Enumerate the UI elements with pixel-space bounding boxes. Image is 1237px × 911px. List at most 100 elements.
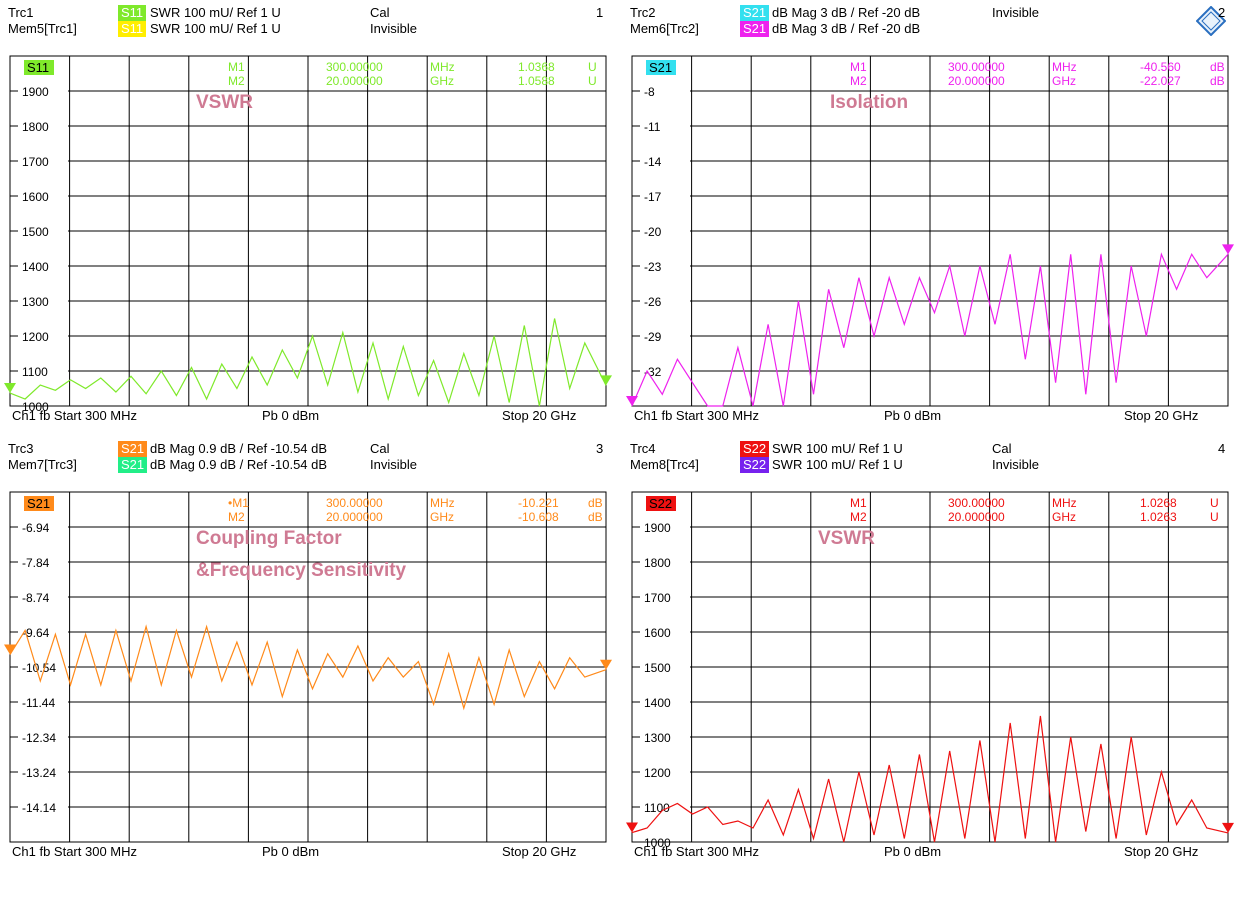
diagram-number: 4: [1218, 441, 1226, 456]
marker-unit: GHz: [430, 510, 454, 524]
ytick-label: -9.64: [22, 626, 50, 640]
marker-freq: 20.000000: [948, 510, 1005, 524]
trace-label: Trc1: [8, 5, 34, 20]
trace-state: Cal: [370, 5, 390, 20]
trace-format: dB Mag 3 dB / Ref -20 dB: [772, 5, 921, 20]
marker-name: M2: [228, 510, 245, 524]
memory-header[interactable]: Mem8[Trc4] S22 SWR 100 mU/ Ref 1 U Invisibl…: [630, 457, 1230, 473]
rohde-schwarz-logo: [1195, 5, 1227, 37]
memory-header[interactable]: Mem5[Trc1] S11 SWR 100 mU/ Ref 1 U Invisibl…: [8, 21, 608, 37]
marker-freq: 300.00000: [326, 496, 383, 510]
ytick-label: -11: [644, 120, 661, 134]
active-trace-badge[interactable]: [646, 60, 676, 75]
trace-state: Invisible: [992, 5, 1039, 20]
trace-header[interactable]: Trc4 S22 SWR 100 mU/ Ref 1 U Cal 4: [630, 441, 1230, 457]
marker-vunit: dB: [588, 510, 603, 524]
memory-param-badge: S21: [740, 21, 770, 37]
trace-state: Cal: [992, 441, 1012, 456]
footer-start: Ch1 fb Start 300 MHz: [634, 408, 759, 423]
trace-line[interactable]: [631, 715, 1229, 843]
memory-param-badge: S22: [740, 457, 770, 473]
annotation-text: Isolation: [830, 92, 908, 113]
marker-triangle-m2[interactable]: [1222, 822, 1234, 833]
marker-unit: MHz: [1052, 60, 1077, 74]
trace-line[interactable]: [9, 318, 607, 407]
ytick-label: -26: [644, 295, 662, 309]
ytick-label: 1300: [22, 295, 49, 309]
ytick-label: 1700: [644, 591, 671, 605]
active-trace-badge[interactable]: [24, 496, 54, 511]
marker-triangle-m1[interactable]: [626, 822, 638, 833]
trace-plot[interactable]: 1900 1800 1700 1600 1500 1400 1300 1200 1100 1000…: [4, 52, 616, 440]
trace-plot[interactable]: -8 -11 -14 -17 -20 -23 -26 -29 -32 S21 M1 300.00000…: [626, 52, 1237, 440]
trace-param-badge: S21: [118, 441, 148, 457]
trace-header[interactable]: Trc2 S21 dB Mag 3 dB / Ref -20 dB Invisible…: [630, 5, 1230, 21]
marker-value: -22.027: [1140, 74, 1181, 88]
marker-name: M2: [850, 74, 867, 88]
ytick-label: 1300: [644, 731, 671, 745]
memory-label: Mem7[Trc3]: [8, 457, 77, 472]
active-trace-label: S22: [649, 496, 672, 511]
marker-triangle-m2[interactable]: [600, 375, 612, 386]
ytick-label: 1600: [22, 190, 49, 204]
ytick-label: 1500: [644, 661, 671, 675]
trace-line[interactable]: [9, 624, 607, 711]
marker-freq: 20.000000: [948, 74, 1005, 88]
ytick-label: -14.14: [22, 801, 56, 815]
ytick-label: -8: [644, 85, 655, 99]
annotation-text: &Frequency Sensitivity: [196, 560, 407, 581]
diagram-panel-3[interactable]: Trc3 S21 dB Mag 0.9 dB / Ref -10.54 dB Cal 3…: [4, 436, 616, 876]
trace-plot[interactable]: -6.94 -7.84 -8.74 -9.64 -10.54 -11.44 -12.34 -1…: [4, 488, 616, 876]
ytick-label: 1900: [22, 85, 49, 99]
marker-triangle-m1[interactable]: [4, 383, 16, 394]
memory-header[interactable]: Mem6[Trc2] S21 dB Mag 3 dB / Ref -20 dB: [630, 21, 1230, 37]
active-trace-badge[interactable]: [24, 60, 54, 75]
ytick-label: 1400: [22, 260, 49, 274]
marker-freq: 20.000000: [326, 74, 383, 88]
ytick-label: -8.74: [22, 591, 50, 605]
channel-footer: Ch1 fb Start 300 MHz Pb 0 dBm Stop 20 GHz: [630, 844, 1230, 860]
trace-format: dB Mag 0.9 dB / Ref -10.54 dB: [150, 441, 328, 456]
marker-value: 1.0263: [1140, 510, 1177, 524]
trace-state: Cal: [370, 441, 390, 456]
channel-footer: Ch1 fb Start 300 MHz Pb 0 dBm Stop 20 GHz: [8, 844, 608, 860]
marker-triangle-m2[interactable]: [600, 659, 612, 670]
ytick-label: 1900: [644, 521, 671, 535]
marker-name: M1: [850, 496, 867, 510]
active-trace-label: S21: [27, 496, 50, 511]
active-trace-badge[interactable]: [646, 496, 676, 511]
active-trace-label: S11: [27, 60, 49, 75]
trace-header[interactable]: Trc1 S11 SWR 100 mU/ Ref 1 U Cal 1: [8, 5, 608, 21]
active-trace-label: S21: [649, 60, 672, 75]
footer-start: Ch1 fb Start 300 MHz: [634, 844, 759, 859]
ytick-label: 1100: [22, 365, 48, 379]
trace-param-badge: S11: [118, 5, 147, 21]
memory-param-badge: S21: [118, 457, 148, 473]
diagram-panel-2[interactable]: Trc2 S21 dB Mag 3 dB / Ref -20 dB Invisible…: [626, 0, 1237, 440]
marker-triangle-m2[interactable]: [1222, 244, 1234, 255]
marker-name: M1: [850, 60, 867, 74]
ytick-label: -7.84: [22, 556, 50, 570]
annotation-text: VSWR: [196, 92, 253, 113]
memory-header[interactable]: Mem7[Trc3] S21 dB Mag 0.9 dB / Ref -10.54 …: [8, 457, 608, 473]
ytick-label: 1100: [644, 801, 670, 815]
channel-footer: Ch1 fb Start 300 MHz Pb 0 dBm Stop 20 GHz: [630, 408, 1230, 424]
marker-triangle-m1[interactable]: [626, 396, 638, 406]
marker-unit: GHz: [430, 74, 454, 88]
footer-power: Pb 0 dBm: [262, 408, 320, 423]
footer-start: Ch1 fb Start 300 MHz: [12, 844, 137, 859]
diagram-panel-1[interactable]: Trc1 S11 SWR 100 mU/ Ref 1 U Cal 1 Mem5[Trc1]…: [4, 0, 616, 440]
marker-value: -10.608: [518, 510, 559, 524]
trace-plot[interactable]: 1900 1800 1700 1600 1500 1400 1300 1200 1100 1000…: [626, 488, 1237, 876]
ytick-label: -6.94: [22, 521, 50, 535]
diagram-panel-4[interactable]: Trc4 S22 SWR 100 mU/ Ref 1 U Cal 4 Mem8[Trc4]…: [626, 436, 1237, 876]
footer-power: Pb 0 dBm: [262, 844, 320, 859]
marker-name: •M1: [228, 496, 249, 510]
footer-stop: Stop 20 GHz: [502, 408, 577, 423]
ytick-label: 1200: [22, 330, 49, 344]
trace-header[interactable]: Trc3 S21 dB Mag 0.9 dB / Ref -10.54 dB Cal 3: [8, 441, 608, 457]
marker-triangle-m1[interactable]: [4, 644, 16, 655]
marker-value: -10.221: [518, 496, 559, 510]
marker-unit: GHz: [1052, 74, 1076, 88]
trace-line[interactable]: [631, 252, 1229, 407]
